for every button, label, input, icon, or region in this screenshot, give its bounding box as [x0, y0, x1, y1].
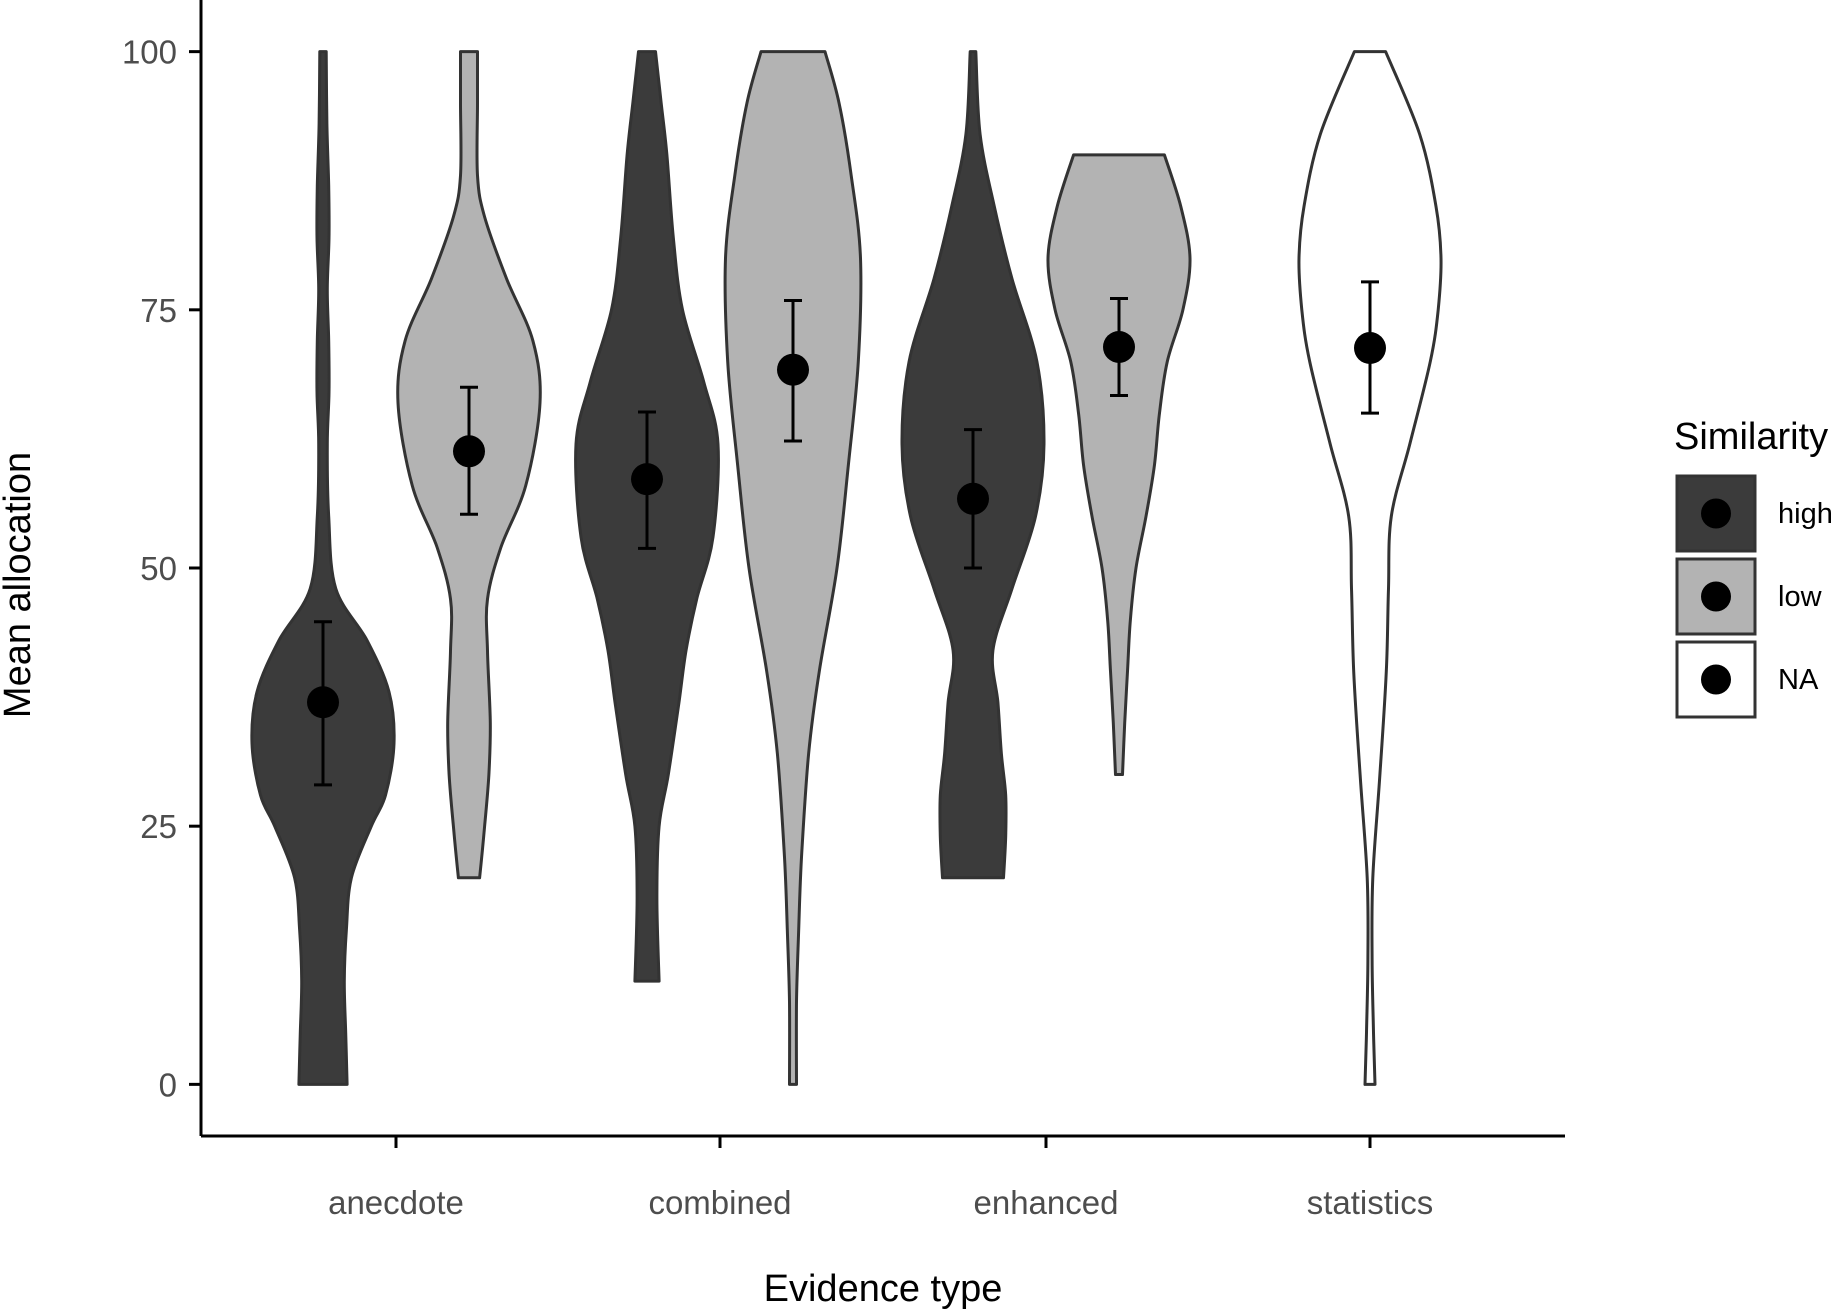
legend-point [1701, 581, 1731, 612]
violin-statistics-NA [1297, 50, 1443, 1086]
mean-point [957, 482, 989, 515]
y-tick-label: 75 [140, 292, 177, 329]
legend-label: low [1778, 581, 1823, 613]
legend-title: Similarity [1674, 416, 1828, 458]
x-tick-label: enhanced [974, 1184, 1119, 1221]
y-tick-label: 25 [140, 808, 177, 845]
errorbar-enhanced-high [957, 428, 989, 570]
violin-combined-low [723, 50, 863, 1086]
mean-point [631, 463, 663, 496]
legend-label: high [1778, 498, 1833, 530]
error-bar-layer [307, 280, 1386, 787]
errorbar-combined-high [631, 410, 663, 550]
mean-point [1354, 332, 1386, 365]
x-tick-label: anecdote [328, 1184, 464, 1221]
x-ticks: anecdote combined enhanced statistics [328, 1136, 1433, 1221]
axes: 0 25 50 75 100 anecdote combined enhanced stati… [122, 0, 1565, 1221]
errorbar-combined-low [777, 299, 809, 443]
violin-enhanced-low [1046, 153, 1192, 776]
y-axis-title: Mean allocation [0, 452, 39, 718]
mean-point [307, 686, 339, 719]
legend-keys: high low NA [1675, 474, 1833, 719]
mean-point [1103, 330, 1135, 363]
legend-key-high: high [1675, 474, 1833, 553]
legend-key-NA: NA [1675, 640, 1819, 719]
legend-label: NA [1778, 664, 1819, 696]
x-tick-label: statistics [1307, 1184, 1434, 1221]
mean-point [777, 353, 809, 386]
legend-point [1701, 498, 1731, 529]
mean-point [453, 435, 485, 468]
violin-layer [250, 50, 1443, 1086]
violin-anecdote-high [250, 50, 396, 1086]
y-tick-label: 0 [159, 1066, 177, 1103]
errorbar-anecdote-low [453, 385, 485, 516]
y-tick-label: 50 [140, 550, 177, 587]
legend-key-low: low [1675, 557, 1823, 636]
y-ticks: 0 25 50 75 100 [122, 34, 201, 1103]
errorbar-statistics-NA [1354, 280, 1386, 415]
legend: Similarity high low NA [1674, 416, 1833, 719]
y-tick-label: 100 [122, 34, 177, 71]
legend-point [1701, 664, 1731, 695]
x-tick-label: combined [648, 1184, 791, 1221]
errorbar-anecdote-high [307, 620, 339, 787]
x-axis-title: Evidence type [764, 1268, 1003, 1310]
errorbar-enhanced-low [1103, 296, 1135, 398]
